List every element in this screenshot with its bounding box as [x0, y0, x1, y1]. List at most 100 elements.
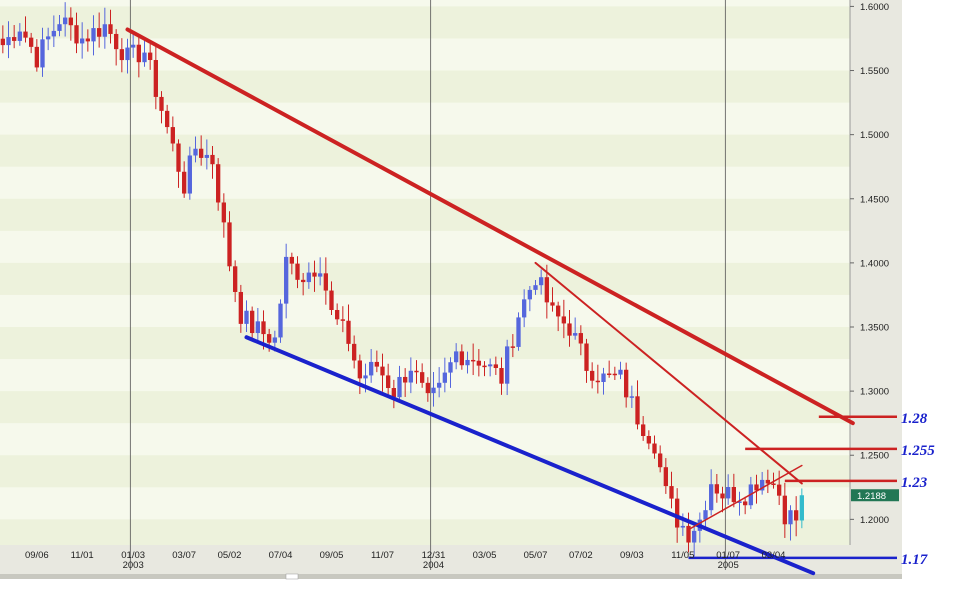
ytick-label: 1.2000: [860, 515, 889, 526]
candle-body: [635, 396, 640, 425]
candle: [170, 116, 175, 152]
candle: [114, 29, 119, 66]
candle: [57, 14, 62, 37]
candle-body: [669, 486, 674, 499]
ytick-label: 1.2500: [860, 451, 889, 462]
candle-body: [601, 373, 606, 382]
candles: [0, 2, 804, 557]
candle: [658, 445, 663, 473]
candle: [40, 27, 45, 77]
candle: [720, 486, 725, 513]
candle-body: [34, 46, 39, 68]
candle: [635, 380, 640, 430]
candle-body: [12, 37, 17, 41]
candle: [374, 350, 379, 373]
candle-body: [533, 285, 538, 290]
candle-body: [714, 484, 719, 494]
candle-body: [471, 359, 476, 362]
candle: [567, 309, 572, 347]
candle-body: [289, 256, 294, 264]
candle-body: [556, 305, 561, 317]
candle: [414, 360, 419, 384]
candle: [125, 38, 130, 74]
candle: [510, 334, 515, 358]
candle-body: [675, 498, 680, 528]
candle: [641, 416, 646, 441]
ytick-label: 1.3500: [860, 323, 889, 334]
candle: [522, 289, 527, 328]
candle: [544, 264, 549, 319]
candle: [607, 360, 612, 378]
candle: [618, 361, 623, 380]
candle-body: [544, 277, 549, 303]
candle-body: [771, 483, 776, 485]
xtick-label: 11/01: [71, 550, 94, 561]
candle-body: [624, 369, 629, 398]
candle-body: [408, 370, 413, 383]
candle-body: [176, 143, 181, 172]
xtick-year: 2005: [718, 560, 739, 571]
candle-body: [23, 31, 28, 38]
xtick-label: 07/04: [269, 550, 293, 561]
candle-body: [561, 316, 566, 324]
candle: [760, 471, 765, 495]
candle: [148, 44, 153, 70]
candle: [777, 470, 782, 506]
grid-band: [0, 134, 850, 167]
trendline: [244, 335, 816, 576]
candle: [323, 257, 328, 305]
candle: [63, 2, 68, 37]
candle-body: [573, 333, 578, 336]
candle-body: [80, 38, 85, 44]
candle: [199, 135, 204, 166]
candle: [182, 161, 187, 198]
candle: [6, 21, 11, 59]
candle-body: [29, 37, 34, 47]
trendlines: [125, 27, 855, 576]
candle-body: [187, 155, 192, 194]
candle-body: [329, 290, 334, 310]
candle: [425, 377, 430, 402]
candle: [493, 356, 498, 375]
candle-body: [17, 31, 22, 41]
candle: [726, 474, 731, 505]
candle: [771, 472, 776, 489]
candle-body: [618, 369, 623, 375]
candle-body: [476, 360, 481, 366]
candle: [204, 139, 209, 170]
candle-body: [255, 321, 260, 334]
candle-body: [346, 320, 351, 344]
candle-body: [233, 266, 238, 292]
candle-body: [703, 510, 708, 520]
candle: [556, 301, 561, 332]
candle: [227, 211, 232, 272]
candle: [318, 257, 323, 286]
candle-body: [539, 277, 544, 286]
candle-body: [420, 372, 425, 383]
candle: [765, 469, 770, 494]
xtick-label: 05/02: [218, 550, 242, 561]
candle: [465, 351, 470, 374]
candle-body: [641, 424, 646, 436]
candle: [289, 252, 294, 275]
candle-body: [91, 28, 96, 42]
candle: [278, 299, 283, 343]
candle-body: [380, 366, 385, 376]
grid-band: [0, 455, 850, 488]
candle-body: [193, 148, 198, 156]
candle: [380, 353, 385, 392]
scrollbar-track: [0, 574, 902, 579]
candle-body: [731, 486, 736, 503]
candle: [629, 385, 634, 408]
candle-body: [312, 272, 317, 277]
candle-body: [629, 396, 634, 398]
candle: [102, 7, 107, 49]
candle-body: [244, 310, 249, 324]
candle: [23, 16, 28, 43]
candle-body: [278, 303, 283, 338]
grid-band: [0, 6, 850, 39]
candle-body: [794, 510, 799, 521]
level-label: 1.28: [901, 411, 928, 427]
candle-body: [369, 361, 374, 376]
candle-body: [148, 52, 153, 61]
